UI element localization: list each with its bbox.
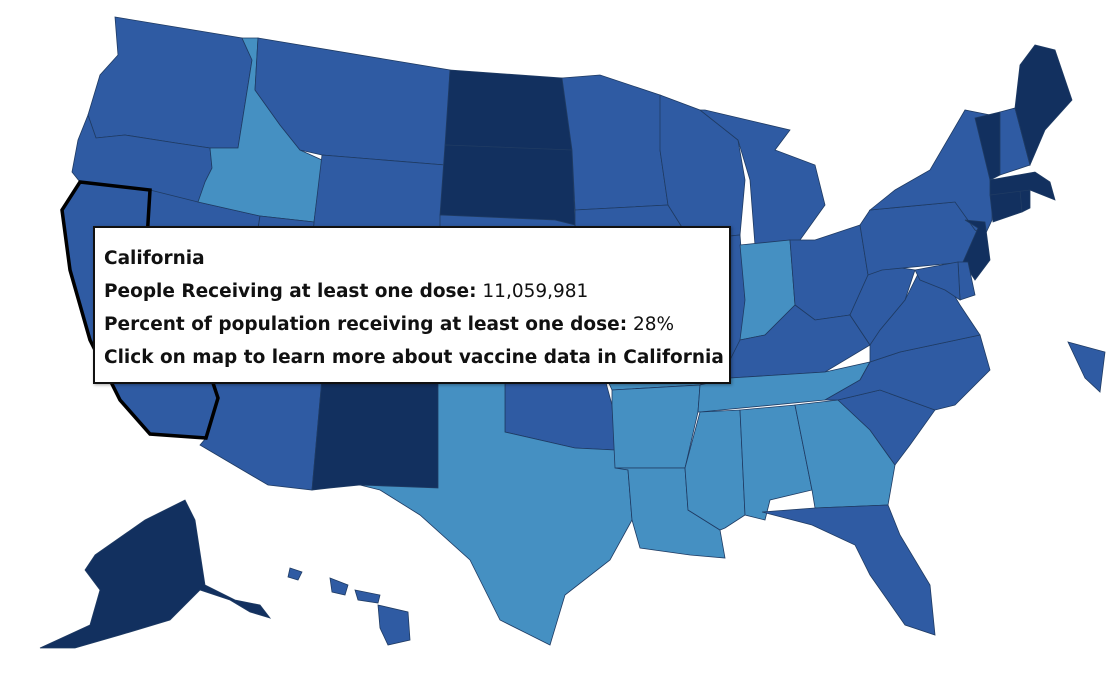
- state-pr[interactable]: [1067, 341, 1106, 393]
- state-ak[interactable]: [39, 499, 272, 649]
- state-ri[interactable]: [1019, 189, 1031, 213]
- tooltip-state-name: California: [104, 248, 205, 269]
- state-md[interactable]: [914, 261, 961, 301]
- state-hi[interactable]: [287, 567, 411, 646]
- state-nd[interactable]: [444, 69, 573, 151]
- state-wa[interactable]: [87, 16, 253, 149]
- tooltip-percent-value: 28%: [632, 314, 675, 335]
- state-me[interactable]: [1014, 44, 1073, 167]
- state-fl[interactable]: [761, 504, 936, 636]
- tooltip-percent-label: Percent of population receiving at least…: [104, 314, 628, 335]
- tooltip-percent-row: Percent of population receiving at least…: [104, 308, 720, 341]
- state-tooltip: California People Receiving at least one…: [93, 226, 731, 384]
- tooltip-cta: Click on map to learn more about vaccine…: [104, 347, 724, 368]
- state-ar[interactable]: [611, 384, 701, 469]
- state-tx[interactable]: [359, 364, 633, 646]
- tooltip-dose-row: People Receiving at least one dose: 11,0…: [104, 275, 720, 308]
- tooltip-dose-label: People Receiving at least one dose:: [104, 281, 477, 302]
- state-sd[interactable]: [439, 144, 576, 226]
- tooltip-dose-value: 11,059,981: [482, 281, 589, 302]
- state-nj[interactable]: [962, 219, 991, 281]
- state-ma[interactable]: [989, 171, 1056, 201]
